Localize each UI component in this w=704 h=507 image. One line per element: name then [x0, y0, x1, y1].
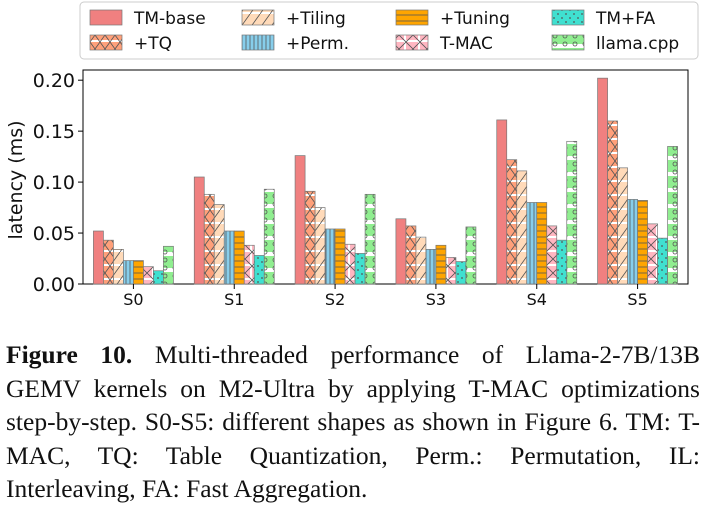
bar--perm--s4: [526, 202, 538, 285]
bar--tq-s4: [506, 159, 518, 285]
bar-llama-cpp-s3: [465, 226, 477, 285]
legend-label: TM-base: [133, 9, 206, 29]
legend: TM-base +TQ +Tiling +Perm. +Tuning T-MAC TM+FA…: [79, 1, 699, 60]
bar--perm--s1: [223, 230, 235, 285]
bar-tm-base-s1: [193, 176, 205, 285]
bar-tm-fa-s2: [354, 253, 366, 285]
legend-swatch: [89, 34, 123, 51]
bar--perm--s5: [627, 199, 638, 285]
bar-t-mac-s4: [546, 225, 558, 285]
legend-swatch: [395, 34, 429, 51]
x-tick-label: S0: [123, 290, 143, 309]
x-tick-label: S5: [627, 290, 647, 309]
legend-label: +TQ: [134, 34, 172, 54]
legend-label: +Tuning: [440, 9, 510, 29]
legend-label: TM+FA: [595, 9, 656, 29]
bar--tuning-s0: [133, 260, 144, 285]
bar-llama-cpp-s0: [163, 245, 174, 285]
bar--tq-s1: [203, 193, 215, 285]
bar-t-mac-s5: [647, 223, 658, 285]
legend-label: +Tiling: [286, 9, 346, 29]
bar--tiling-s4: [516, 170, 528, 285]
legend-frame: [79, 1, 699, 60]
legend-swatch: [551, 9, 585, 26]
bar--perm--s3: [425, 249, 437, 285]
bar--tiling-s3: [415, 236, 427, 285]
bar--tq-s5: [607, 120, 618, 285]
bar--tiling-s5: [617, 167, 628, 285]
caption-label: Figure 10.: [6, 340, 133, 369]
bar--tiling-s2: [314, 207, 326, 285]
bar-t-mac-s3: [445, 257, 457, 285]
bar--tuning-s2: [334, 228, 346, 285]
x-tick-label: S4: [527, 290, 547, 309]
x-tick-label: S1: [224, 290, 244, 309]
bar-tm-base-s3: [395, 218, 407, 285]
bar--tq-s0: [103, 239, 114, 285]
bar--perm--s2: [324, 228, 336, 285]
bar--tuning-s5: [637, 200, 648, 285]
bar--tuning-s3: [435, 244, 447, 285]
bar-chart: TM-base +TQ +Tiling +Perm. +Tuning T-MAC TM+FA…: [5, 1, 699, 309]
plot-area: 0.00 0.05 0.10 0.15 0.20 S0 S1 S2 S3 S4 S5: [33, 69, 689, 309]
bar--tiling-s1: [213, 204, 225, 285]
bar-llama-cpp-s2: [364, 193, 376, 285]
legend-label: T-MAC: [439, 34, 493, 54]
bar-llama-cpp-s1: [263, 188, 275, 285]
bar-t-mac-s1: [243, 244, 255, 285]
y-tick-label: 0.10: [33, 172, 75, 194]
bar--perm--s0: [123, 260, 134, 285]
bar-tm-base-s5: [597, 77, 608, 285]
plot-frame: [82, 69, 689, 285]
legend-swatch: [551, 34, 585, 51]
legend-swatch: [241, 9, 275, 26]
legend-label: +Perm.: [286, 34, 349, 54]
bar-tm-base-s4: [496, 119, 508, 285]
bar-llama-cpp-s5: [667, 146, 678, 285]
figure-caption: Figure 10. Multi-threaded performance of…: [6, 338, 700, 506]
bar--tuning-s4: [536, 202, 548, 285]
bar-t-mac-s0: [143, 266, 154, 285]
legend-label: llama.cpp: [596, 34, 679, 54]
legend-swatch: [395, 9, 429, 26]
bar--tiling-s0: [113, 249, 124, 285]
caption-text: Multi-threaded performance of Llama-2-7B…: [6, 340, 700, 503]
y-axis-label: latency (ms): [5, 120, 27, 239]
legend-swatch: [89, 9, 123, 26]
bar-tm-base-s0: [93, 230, 104, 285]
x-tick-label: S2: [325, 290, 345, 309]
bar-llama-cpp-s4: [566, 140, 578, 285]
bar-tm-base-s2: [294, 155, 306, 285]
bar--tuning-s1: [233, 230, 245, 285]
x-tick-label: S3: [426, 290, 446, 309]
y-tick-label: 0.05: [33, 223, 75, 245]
bar-tm-fa-s5: [657, 237, 668, 285]
bar-tm-fa-s3: [455, 261, 467, 285]
y-tick-label: 0.00: [33, 274, 75, 296]
legend-swatch: [241, 34, 275, 51]
bar--tq-s3: [405, 225, 417, 285]
bar--tq-s2: [304, 190, 316, 285]
bar-tm-fa-s0: [153, 270, 164, 285]
y-tick-label: 0.20: [33, 70, 75, 92]
bar-t-mac-s2: [344, 243, 356, 285]
bar-tm-fa-s1: [253, 255, 265, 285]
y-tick-label: 0.15: [33, 121, 75, 143]
bar-tm-fa-s4: [556, 239, 568, 285]
